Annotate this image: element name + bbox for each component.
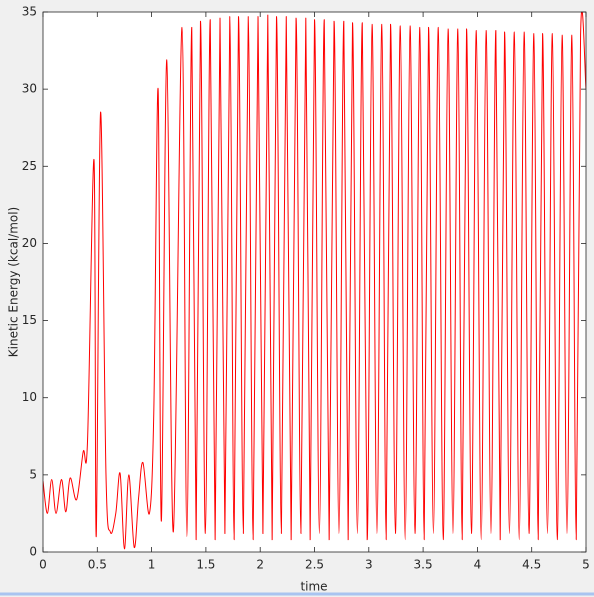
y-tick-label: 0 <box>29 545 37 559</box>
y-tick-label: 10 <box>22 390 37 404</box>
y-tick-label: 5 <box>29 467 37 481</box>
x-tick-label: 3.5 <box>414 558 433 572</box>
x-tick-label: 1 <box>148 558 156 572</box>
plot-area <box>43 12 586 552</box>
x-tick-label: 5 <box>582 558 590 572</box>
x-tick-label: 0 <box>39 558 47 572</box>
y-tick-label: 35 <box>22 5 37 19</box>
x-tick-label: 2.5 <box>305 558 324 572</box>
x-tick-label: 1.5 <box>196 558 215 572</box>
y-tick-label: 25 <box>22 159 37 173</box>
y-axis-label: Kinetic Energy (kcal/mol) <box>7 207 21 357</box>
plot-marks <box>43 12 586 550</box>
data-line <box>43 12 586 550</box>
y-tick-label: 15 <box>22 313 37 327</box>
x-tick-label: 3 <box>365 558 373 572</box>
x-tick-label: 4.5 <box>522 558 541 572</box>
x-tick-label: 0.5 <box>88 558 107 572</box>
y-tick-label: 30 <box>22 82 37 96</box>
x-tick-label: 4 <box>474 558 482 572</box>
x-tick-label: 2 <box>256 558 264 572</box>
y-tick-label: 20 <box>22 236 37 250</box>
x-axis-label: time <box>300 580 327 594</box>
